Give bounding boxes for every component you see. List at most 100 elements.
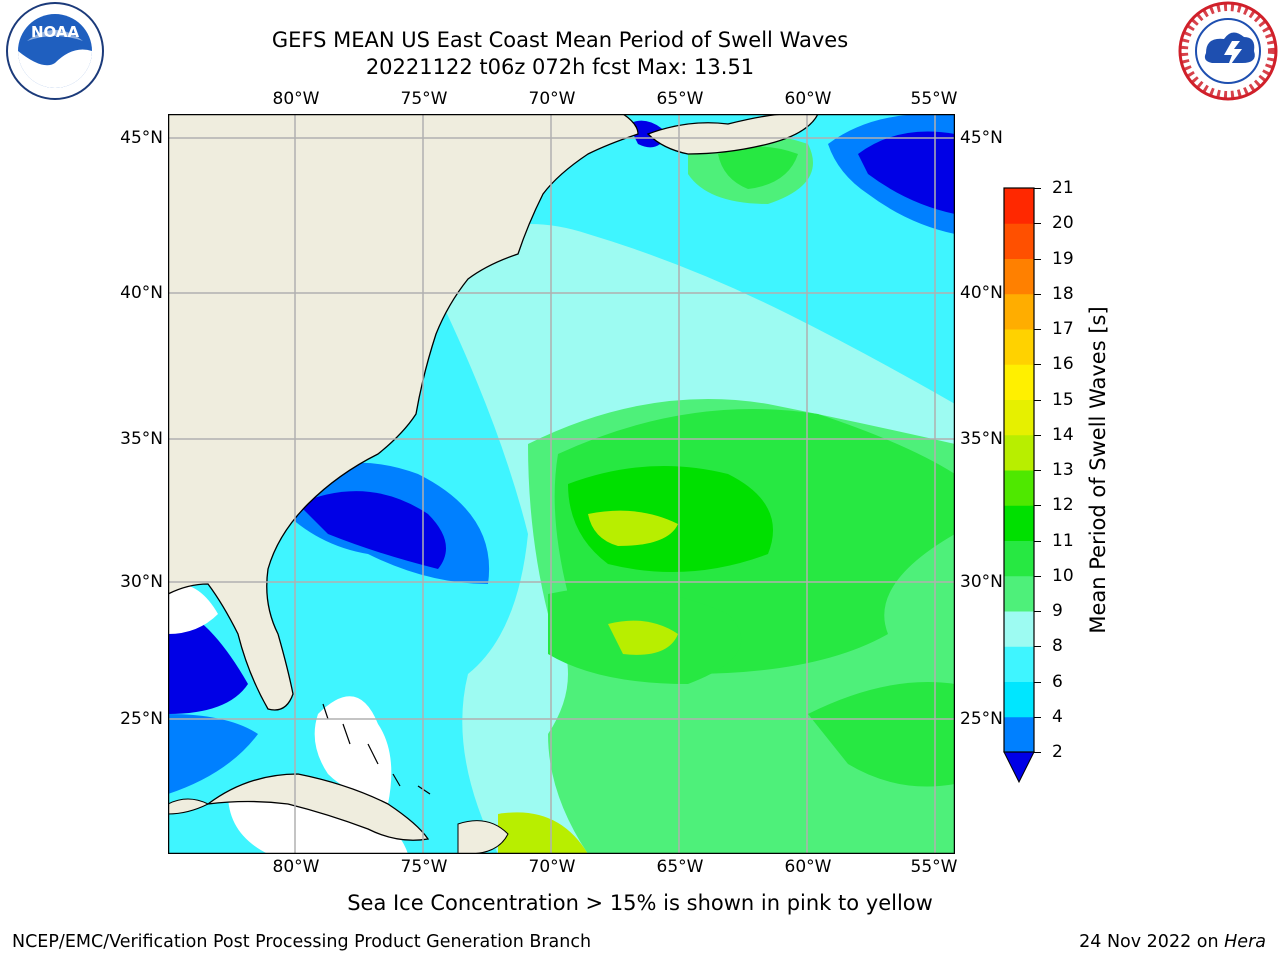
- colorbar-bin: [1004, 434, 1034, 471]
- colorbar-bin: [1004, 188, 1034, 224]
- colorbar-bin: [1004, 646, 1034, 682]
- colorbar-tick-mark: [1034, 716, 1041, 718]
- lat-label-right: 40°N: [960, 283, 1003, 303]
- colorbar-title: Mean Period of Swell Waves [s]: [1086, 306, 1110, 634]
- land-cuba: [205, 773, 430, 841]
- map-title: GEFS MEAN US East Coast Mean Period of S…: [271, 28, 849, 52]
- colorbar-tick-label: 8: [1052, 636, 1063, 657]
- colorbar-bin: [1004, 399, 1034, 436]
- lat-label-left: 40°N: [120, 283, 163, 303]
- swell-13-region-north: [588, 510, 678, 546]
- colorbar-bin: [1004, 329, 1034, 365]
- colorbar-tick-label: 16: [1052, 354, 1074, 375]
- colorbar-tick-label: 20: [1052, 213, 1074, 234]
- colorbar: [1003, 187, 1035, 784]
- colorbar-tick-mark: [1034, 646, 1041, 648]
- lat-label-right: 25°N: [960, 709, 1003, 729]
- colorbar-tick-label: 14: [1052, 424, 1074, 445]
- lon-label-top: 60°W: [784, 89, 832, 109]
- colorbar-tick-label: 17: [1052, 319, 1074, 339]
- map-subtitle: 20221122 t06z 072h fcst Max: 13.51: [365, 55, 755, 79]
- noaa-logo-text: NOAA: [31, 23, 80, 41]
- lon-label-bottom: 75°W: [400, 857, 448, 877]
- colorbar-bin: [1004, 223, 1034, 259]
- lat-label-left: 35°N: [120, 429, 163, 449]
- graticule: [168, 114, 955, 854]
- sea-ice-note: Sea Ice Concentration > 15% is shown in …: [347, 891, 933, 915]
- colorbar-tick-label: 11: [1052, 530, 1074, 551]
- land-nova-scotia: [646, 114, 819, 155]
- swell-10-11-east: [808, 682, 955, 787]
- footer-credit: NCEP/EMC/Verification Post Processing Pr…: [12, 932, 592, 952]
- colorbar-bin: [1004, 611, 1034, 647]
- colorbar-tick-label: 19: [1052, 248, 1074, 269]
- colorbar-tick-label: 10: [1052, 565, 1074, 586]
- colorbar-bin: [1004, 716, 1034, 753]
- colorbar-extend-arrow: [1003, 751, 1035, 784]
- colorbar-bin: [1004, 293, 1034, 330]
- swell-period-map: [168, 114, 955, 854]
- masked-bahamas-area: [314, 696, 392, 804]
- colorbar-tick-label: 18: [1052, 283, 1074, 304]
- lon-label-bottom: 55°W: [910, 857, 958, 877]
- lon-label-top: 75°W: [400, 89, 448, 109]
- lon-label-top: 65°W: [656, 89, 704, 109]
- map-frame: [168, 114, 955, 854]
- lon-label-bottom: 80°W: [272, 857, 320, 877]
- nws-logo: [1178, 1, 1278, 101]
- swell-2-region-gulf: [168, 604, 248, 714]
- swell-4-region-gulf: [168, 714, 258, 794]
- swell-2-region-northeast: [858, 131, 955, 214]
- lon-label-top: 55°W: [910, 89, 958, 109]
- colorbar-tick-mark: [1034, 258, 1041, 260]
- colorbar-tick-label: 6: [1052, 671, 1063, 692]
- colorbar-tick-mark: [1034, 470, 1041, 471]
- footer-date-text: 24 Nov 2022 on: [1079, 932, 1225, 952]
- lon-label-top: 80°W: [272, 89, 320, 109]
- swell-10-11-north: [718, 146, 798, 189]
- footer-date: 24 Nov 2022 on Hera: [1079, 932, 1266, 952]
- colorbar-bin: [1004, 575, 1034, 612]
- colorbar-bin: [1004, 681, 1034, 718]
- lat-label-left: 25°N: [120, 709, 163, 729]
- colorbar-bin: [1004, 258, 1034, 295]
- lon-label-bottom: 65°W: [656, 857, 704, 877]
- colorbar-tick-mark: [1034, 223, 1041, 225]
- colorbar-tick-label: 12: [1052, 495, 1074, 516]
- lon-label-bottom: 70°W: [528, 857, 576, 877]
- lon-label-bottom: 60°W: [784, 857, 832, 877]
- footer-machine: Hera: [1224, 932, 1266, 952]
- colorbar-tick-label: 13: [1052, 460, 1074, 480]
- colorbar-tick-mark: [1034, 434, 1041, 436]
- colorbar-tick-mark: [1034, 293, 1041, 295]
- colorbar-tick-mark: [1034, 611, 1041, 612]
- lat-label-right: 45°N: [960, 128, 1003, 148]
- colorbar-tick-label: 15: [1052, 389, 1074, 410]
- colorbar-bin: [1004, 505, 1034, 541]
- colorbar-tick-mark: [1034, 575, 1041, 577]
- colorbar-tick-mark: [1034, 681, 1041, 683]
- lat-label-left: 45°N: [120, 128, 163, 148]
- colorbar-tick-mark: [1034, 399, 1041, 401]
- swell-13-caribbean: [498, 812, 588, 854]
- colorbar-tick-label: 2: [1052, 742, 1063, 762]
- colorbar-bin: [1004, 364, 1034, 400]
- colorbar-tick-label: 4: [1052, 706, 1063, 727]
- colorbar-tick-mark: [1034, 505, 1041, 507]
- lat-label-right: 35°N: [960, 429, 1003, 449]
- colorbar-tick-mark: [1034, 188, 1041, 189]
- colorbar-tick-label: 21: [1052, 178, 1074, 198]
- noaa-logo: NOAA: [6, 2, 104, 100]
- colorbar-tick-mark: [1034, 752, 1041, 753]
- lat-label-left: 30°N: [120, 572, 163, 592]
- lon-label-top: 70°W: [528, 89, 576, 109]
- bahamas-coastline: [322, 703, 431, 795]
- swell-13-region-south: [608, 620, 678, 655]
- colorbar-tick-label: 9: [1052, 601, 1063, 621]
- land-yucatan: [168, 798, 210, 815]
- swell-2-region-southeast-coast: [298, 491, 446, 569]
- lat-label-right: 30°N: [960, 572, 1003, 592]
- land-north-america: [168, 114, 639, 711]
- colorbar-tick-mark: [1034, 540, 1041, 542]
- colorbar-tick-mark: [1034, 329, 1041, 330]
